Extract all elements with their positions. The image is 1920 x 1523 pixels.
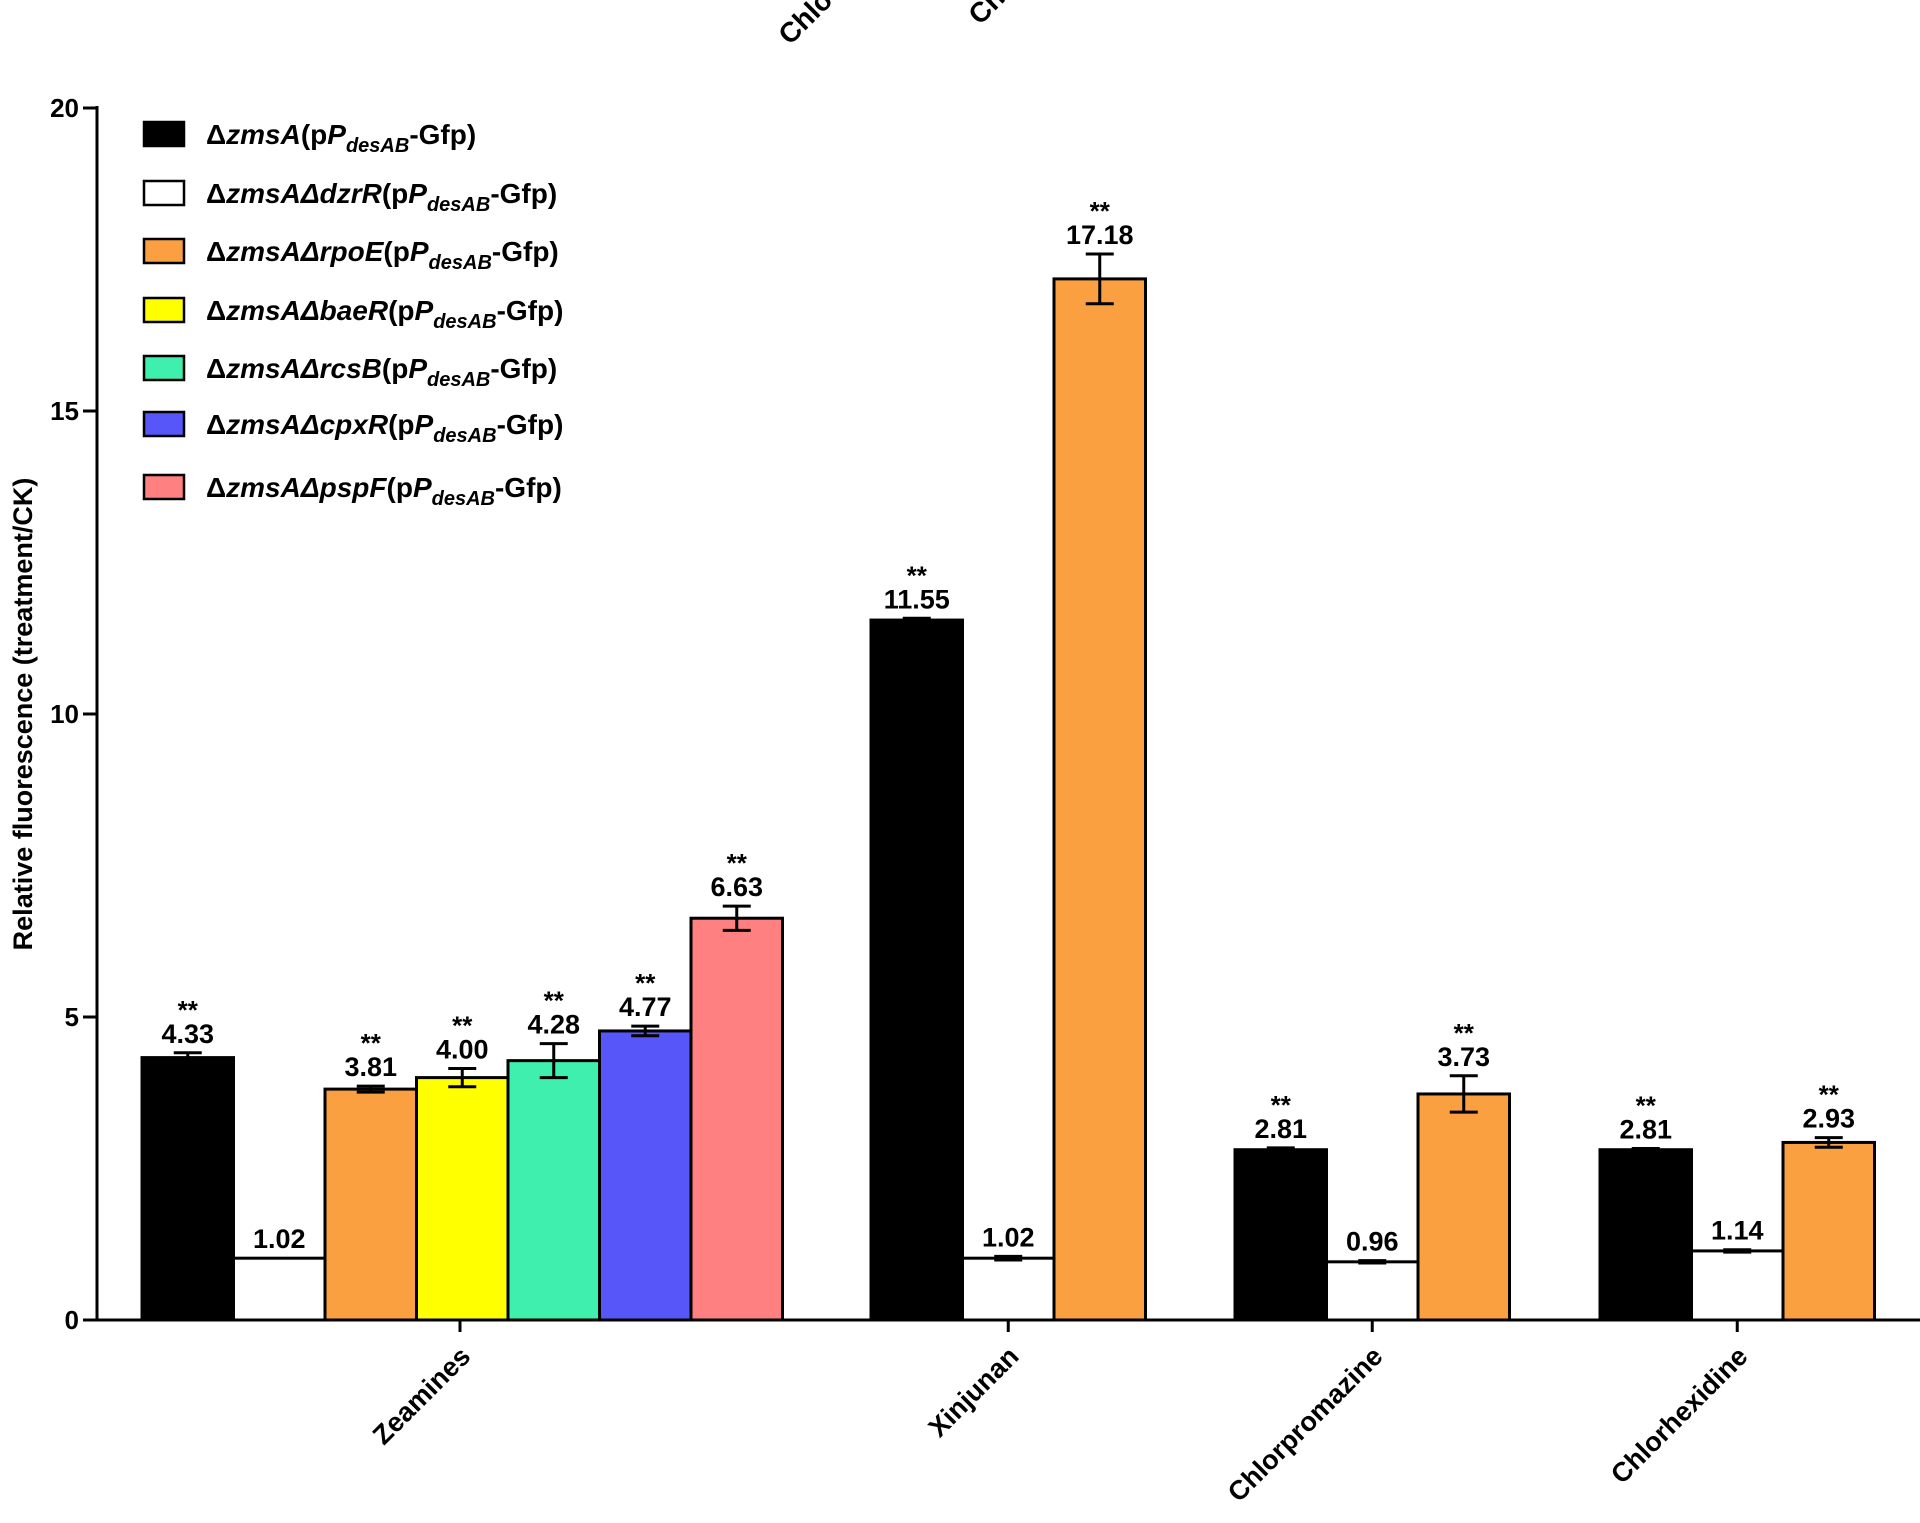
significance-label: ** — [727, 848, 748, 878]
legend-swatch — [144, 239, 184, 263]
x-tick-label: Xinjunan — [923, 1341, 1025, 1443]
significance-label: ** — [635, 968, 656, 998]
y-ticks: 0 5 10 15 20 — [50, 93, 97, 1335]
significance-label: ** — [907, 560, 928, 590]
bar — [417, 1078, 509, 1320]
bar — [1327, 1262, 1419, 1320]
x-tick-label: Chlorpromazine — [1222, 1341, 1389, 1508]
significance-label: ** — [178, 995, 199, 1025]
bar — [600, 1031, 692, 1320]
x-ticks: Zeamines Xinjunan Chlorpromazine Chlorhexid… — [367, 1320, 1754, 1508]
legend: ΔzmsA(pPdesAB-Gfp) ΔzmsAΔdzrR(pPdesAB-Gfp… — [144, 119, 563, 510]
significance-label: ** — [1090, 196, 1111, 226]
significance-label: ** — [544, 986, 565, 1016]
significance-label: ** — [452, 1011, 473, 1041]
legend-swatch — [144, 475, 184, 499]
bar — [1054, 279, 1146, 1320]
legend-item: ΔzmsAΔbaeR(pPdesAB-Gfp) — [144, 295, 563, 333]
legend-label: ΔzmsAΔcpxR(pPdesAB-Gfp) — [206, 409, 563, 447]
x-tick-label: Chlorhexidine — [1605, 1341, 1754, 1490]
data-label: 0.96 — [1346, 1227, 1399, 1257]
legend-label: ΔzmsAΔrpoE(pPdesAB-Gfp) — [206, 236, 559, 274]
bar-group: 2.81**0.963.73** — [1235, 1018, 1510, 1320]
bar-group: 2.81**1.142.93** — [1600, 1080, 1875, 1320]
bar — [1692, 1251, 1784, 1320]
significance-label: ** — [1271, 1090, 1292, 1120]
bar-group: 4.33**1.023.81**4.00**4.28**4.77**6.63** — [142, 848, 783, 1320]
legend-swatch — [144, 181, 184, 205]
y-axis-label: Relative fluorescence (treatment/CK) — [8, 478, 38, 951]
legend-label: ΔzmsAΔbaeR(pPdesAB-Gfp) — [206, 295, 563, 333]
bar — [1783, 1142, 1875, 1320]
y-tick-label: 10 — [50, 699, 79, 729]
legend-label: ΔzmsAΔdzrR(pPdesAB-Gfp) — [206, 178, 557, 216]
bar — [234, 1258, 326, 1320]
bar — [142, 1058, 234, 1320]
legend-label: ΔzmsAΔpspF(pPdesAB-Gfp) — [206, 472, 562, 510]
data-label: 1.02 — [982, 1222, 1035, 1252]
bar — [1600, 1150, 1692, 1320]
bar — [1418, 1094, 1510, 1320]
y-tick-label: 15 — [50, 396, 79, 426]
legend-swatch — [144, 412, 184, 436]
y-tick-label: 5 — [65, 1002, 79, 1032]
legend-label: ΔzmsAΔrcsB(pPdesAB-Gfp) — [206, 353, 557, 391]
legend-item: ΔzmsAΔdzrR(pPdesAB-Gfp) — [144, 178, 557, 216]
bar — [1235, 1150, 1327, 1320]
data-label: 1.02 — [253, 1224, 306, 1254]
legend-item: ΔzmsAΔrcsB(pPdesAB-Gfp) — [144, 353, 557, 391]
legend-label: ΔzmsA(pPdesAB-Gfp) — [206, 119, 476, 157]
bar — [963, 1258, 1055, 1320]
legend-item: ΔzmsA(pPdesAB-Gfp) — [144, 119, 476, 157]
significance-label: ** — [1454, 1018, 1475, 1048]
significance-label: ** — [1819, 1080, 1840, 1110]
x-tick-label: Zeamines — [367, 1341, 476, 1450]
bar — [871, 620, 963, 1320]
bar — [325, 1089, 417, 1320]
cropped-category-label: Ch — [962, 0, 1010, 30]
legend-item: ΔzmsAΔrpoE(pPdesAB-Gfp) — [144, 236, 559, 274]
y-tick-label: 20 — [50, 93, 79, 123]
significance-label: ** — [1636, 1091, 1657, 1121]
bar — [508, 1061, 600, 1320]
legend-swatch — [144, 122, 184, 146]
legend-swatch — [144, 298, 184, 322]
data-label: 1.14 — [1711, 1216, 1764, 1246]
legend-item: ΔzmsAΔcpxR(pPdesAB-Gfp) — [144, 409, 563, 447]
top-cropped-labels: Chlo Ch — [772, 0, 1010, 50]
legend-swatch — [144, 356, 184, 380]
bar — [691, 918, 783, 1320]
legend-item: ΔzmsAΔpspF(pPdesAB-Gfp) — [144, 472, 562, 510]
y-tick-label: 0 — [65, 1305, 79, 1335]
significance-label: ** — [361, 1028, 382, 1058]
cropped-category-label: Chlo — [772, 0, 838, 50]
